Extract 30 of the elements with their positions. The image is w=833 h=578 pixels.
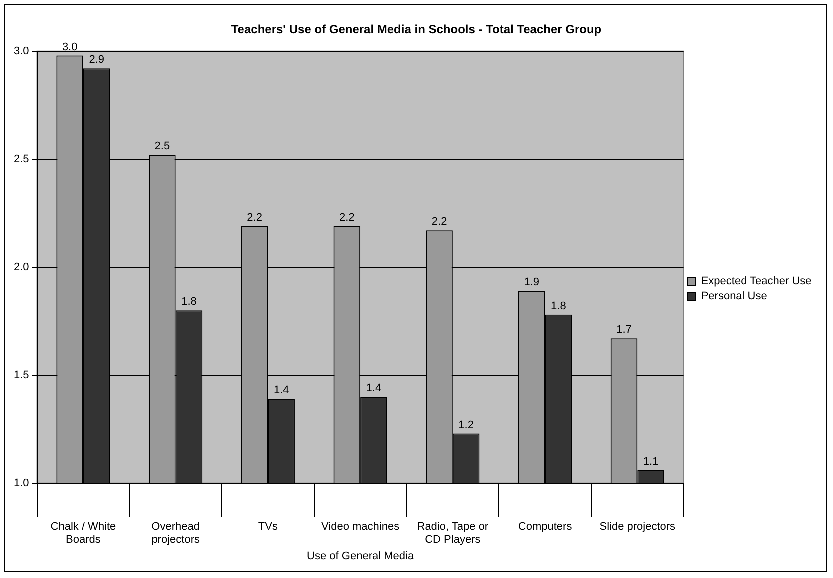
data-label: 3.0 xyxy=(62,41,78,54)
data-label: 1.2 xyxy=(458,419,474,432)
chart-title: Teachers' Use of General Media in Schools - Total Teacher Group xyxy=(231,22,602,37)
x-tick-label: Computers xyxy=(518,521,573,534)
y-tick-label: 2.5 xyxy=(14,153,30,166)
y-tick-label: 1.0 xyxy=(14,477,30,490)
x-tick-label: Radio, Tape or CD Players xyxy=(417,521,489,546)
x-tick-label: Video machines xyxy=(322,521,400,534)
data-label: 2.2 xyxy=(340,212,355,224)
legend-label: Personal Use xyxy=(701,290,768,303)
x-tick-label: Overhead projectors xyxy=(152,521,200,546)
data-label: 2.9 xyxy=(89,54,105,66)
y-tick-label: 3.0 xyxy=(14,45,30,58)
x-tick-label: TVs xyxy=(258,521,278,534)
y-tick-label: 2.0 xyxy=(14,261,30,274)
data-label: 2.2 xyxy=(247,212,262,224)
x-tick-label: Slide projectors xyxy=(600,521,676,534)
data-label: 1.4 xyxy=(274,384,290,397)
data-label: 1.1 xyxy=(643,456,659,468)
x-axis-title: Use of General Media xyxy=(307,550,415,562)
x-tick-label: Chalk / White Boards xyxy=(50,521,116,546)
data-label: 2.2 xyxy=(432,216,448,228)
data-label: 1.7 xyxy=(616,324,632,336)
data-label: 1.8 xyxy=(182,296,197,308)
data-label: 1.8 xyxy=(551,300,566,312)
data-label: 2.5 xyxy=(154,140,170,153)
y-tick-label: 1.5 xyxy=(14,369,30,382)
data-label: 1.4 xyxy=(366,382,382,395)
legend-label: Expected Teacher Use xyxy=(701,276,812,288)
data-label: 1.9 xyxy=(524,276,540,289)
